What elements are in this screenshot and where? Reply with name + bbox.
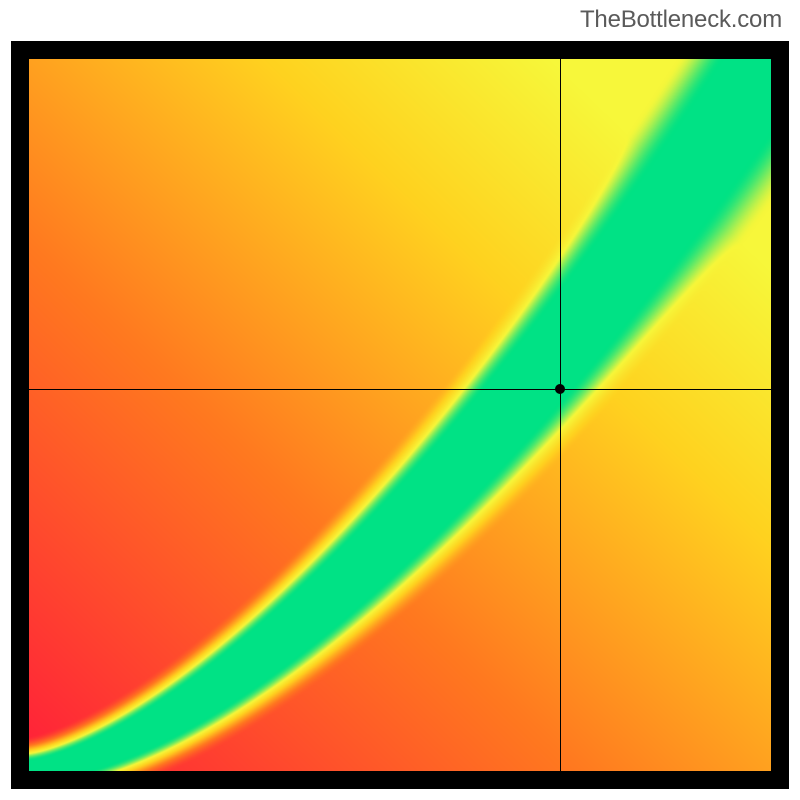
root-container: TheBottleneck.com bbox=[0, 0, 800, 800]
heatmap-canvas bbox=[29, 59, 771, 771]
watermark-text: TheBottleneck.com bbox=[580, 6, 782, 34]
crosshair-vertical bbox=[560, 59, 561, 771]
crosshair-horizontal bbox=[29, 389, 771, 390]
heatmap-plot-area bbox=[29, 59, 771, 771]
selected-point-marker bbox=[555, 384, 565, 394]
